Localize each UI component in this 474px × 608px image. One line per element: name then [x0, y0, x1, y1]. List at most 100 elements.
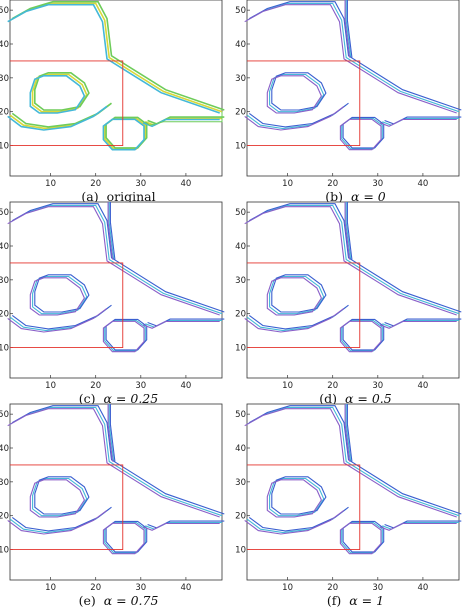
region-box: [10, 60, 124, 146]
y-tick-label: 20: [0, 512, 9, 522]
x-tick-label: 10: [45, 583, 56, 593]
contour-plot: 10 20 30 40 10 20 30 40 50: [235, 403, 462, 593]
y-tick-label: 40: [0, 40, 9, 50]
subfigure-caption: (d) α = 0.5: [237, 391, 474, 406]
y-tick-label: 20: [235, 310, 246, 320]
y-tick-label: 20: [0, 310, 9, 320]
subfigure-1: 10 20 30 40 10 20 30 40 50 (a) original: [0, 0, 237, 204]
x-tick-label: 10: [45, 381, 56, 391]
octagon-contour: [102, 118, 145, 151]
lower-contour: [7, 105, 108, 131]
lower-contour: [244, 307, 345, 333]
region-box: [247, 262, 361, 348]
subfigure-caption: (b) α = 0: [237, 189, 474, 204]
vertical-contour: [108, 404, 115, 462]
subfigure-caption: (e) α = 0.75: [0, 593, 237, 608]
vertical-contour: [108, 202, 115, 260]
vertical-contour: [345, 404, 352, 462]
y-tick-label: 40: [235, 444, 246, 454]
subfigure-4: 10 20 30 40 10 20 30 40 50 (d) α = 0.5: [235, 201, 474, 406]
vertical-contour: [346, 202, 353, 260]
blob-contour: [271, 72, 327, 111]
diagonal-contour: [249, 405, 462, 515]
x-tick-label: 40: [181, 583, 192, 593]
caption-tag: (b): [325, 189, 351, 204]
octagon-contour: [339, 522, 382, 555]
vertical-contour: [344, 404, 351, 462]
contour-plot: 10 20 30 40 10 20 30 40 50: [0, 201, 225, 391]
diagonal-contour: [7, 3, 220, 114]
region-box: [247, 60, 361, 146]
lower-contour: [244, 509, 345, 535]
contour-plot: 10 20 30 40 10 20 30 40 50: [235, 0, 462, 189]
plot-frame: [246, 403, 460, 581]
vertical-contour: [109, 404, 116, 462]
diagonal-contour: [11, 0, 225, 111]
x-tick-label: 10: [45, 179, 56, 189]
blob-contour: [34, 274, 90, 313]
x-tick-label: 30: [372, 179, 383, 189]
lower-right-contour: [379, 118, 457, 127]
diagonal-contour: [7, 408, 220, 518]
diagonal-contour: [9, 406, 223, 517]
x-tick-label: 30: [135, 381, 146, 391]
x-tick-label: 30: [135, 179, 146, 189]
vertical-contour: [346, 0, 353, 58]
vertical-contour: [345, 0, 352, 58]
region-box: [247, 464, 361, 550]
x-tick-label: 20: [327, 381, 338, 391]
diagonal-contour: [12, 203, 225, 313]
vertical-contour: [109, 202, 116, 260]
y-tick-label: 30: [235, 74, 246, 84]
lower-contour: [244, 105, 345, 131]
plot-frame: [9, 0, 223, 177]
y-tick-label: 40: [0, 444, 9, 454]
vertical-contour: [107, 404, 114, 462]
x-tick-label: 30: [372, 583, 383, 593]
lower-right-contour: [379, 320, 457, 329]
x-tick-label: 20: [90, 583, 101, 593]
x-tick-label: 20: [327, 179, 338, 189]
y-tick-label: 30: [235, 478, 246, 488]
diagonal-contour: [7, 206, 220, 316]
diagonal-contour: [246, 2, 460, 113]
region-box: [10, 262, 124, 348]
y-tick-label: 10: [235, 344, 246, 354]
caption-tag: (c): [78, 391, 104, 406]
vertical-contour: [345, 202, 352, 260]
vertical-contour: [344, 202, 351, 260]
blob-contour: [33, 72, 90, 111]
y-tick-label: 30: [0, 478, 9, 488]
subfigure-caption: (f) α = 1: [237, 593, 474, 608]
caption-tag: (a): [81, 189, 107, 204]
y-tick-label: 10: [0, 546, 9, 556]
x-tick-label: 20: [327, 583, 338, 593]
y-tick-label: 20: [235, 512, 246, 522]
x-tick-label: 40: [418, 583, 429, 593]
x-tick-label: 40: [418, 179, 429, 189]
subfigure-caption: (a) original: [0, 189, 237, 204]
y-tick-label: 20: [235, 108, 246, 118]
y-tick-label: 50: [0, 6, 9, 16]
y-tick-label: 30: [0, 74, 9, 84]
y-tick-label: 20: [0, 108, 9, 118]
diagonal-contour: [12, 405, 225, 515]
lower-contour: [7, 509, 108, 535]
x-tick-label: 20: [90, 179, 101, 189]
blob-contour: [29, 479, 86, 518]
blob-contour: [271, 476, 327, 515]
y-tick-label: 40: [0, 242, 9, 252]
diagonal-contour: [249, 1, 462, 111]
lower-right-contour: [144, 111, 223, 126]
y-tick-label: 10: [0, 344, 9, 354]
diagonal-contour: [244, 206, 457, 316]
caption-text: original: [106, 189, 156, 204]
diagonal-contour: [9, 204, 223, 315]
caption-text: α = 1: [349, 593, 385, 608]
diagonal-contour: [246, 406, 460, 517]
contour-plot: 10 20 30 40 10 20 30 40 50: [0, 403, 225, 593]
plot-frame: [246, 0, 460, 177]
lower-right-contour: [379, 522, 457, 531]
subfigure-caption: (c) α = 0.25: [0, 391, 237, 406]
subfigure-2: 10 20 30 40 10 20 30 40 50 (b) α = 0: [235, 0, 474, 204]
